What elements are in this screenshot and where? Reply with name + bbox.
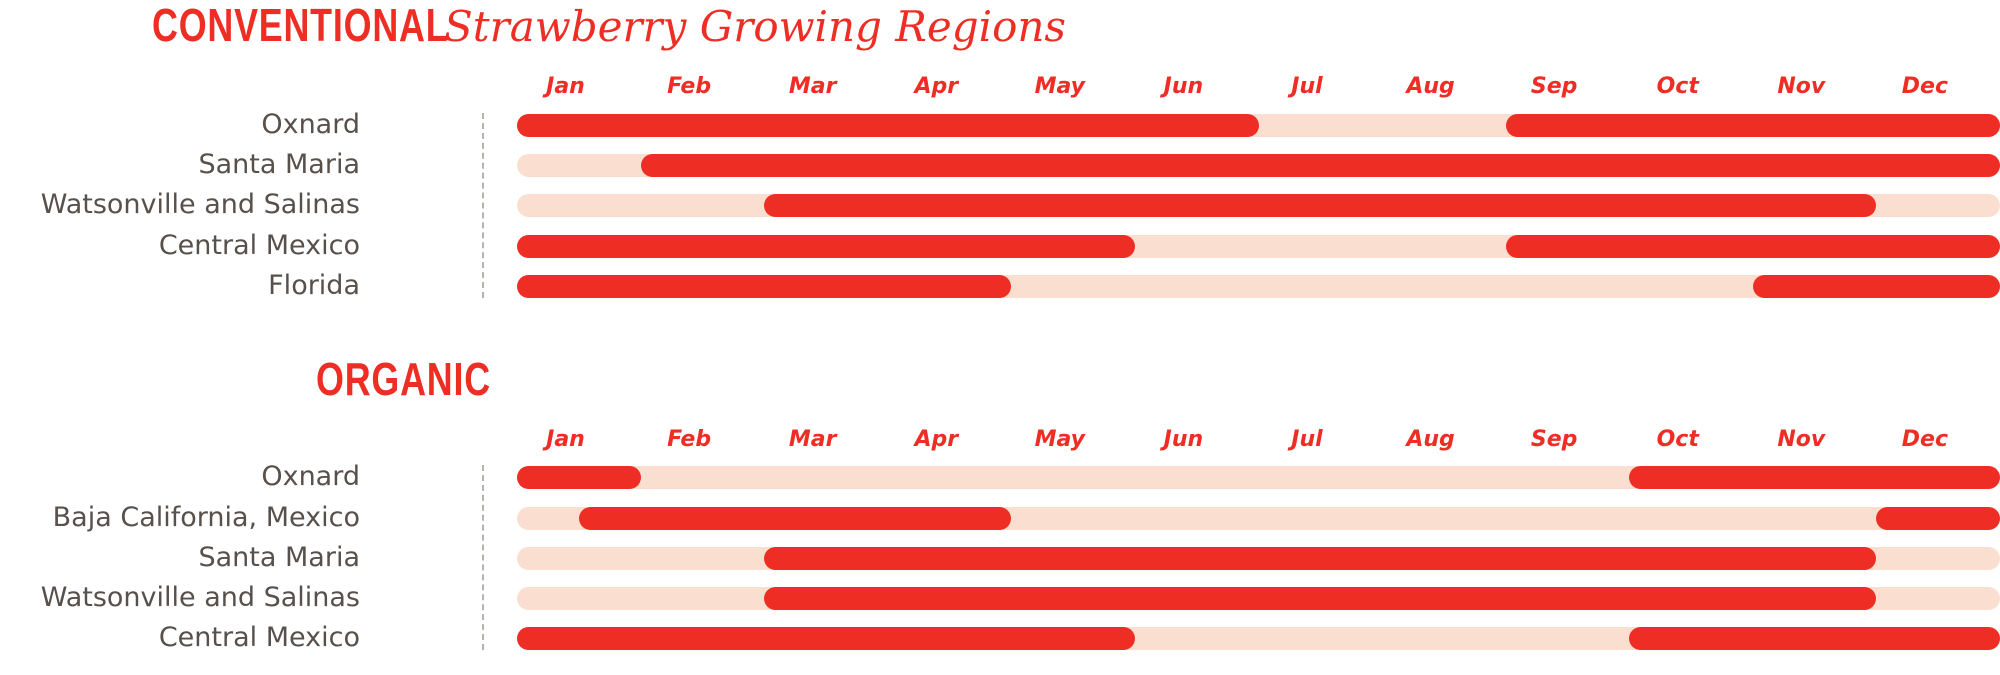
month-tick-label: Jan (546, 427, 585, 452)
month-tick-label: May (1034, 74, 1086, 99)
month-tick-label: Mar (788, 427, 837, 452)
season-bar (1629, 466, 2000, 489)
season-bar (1505, 114, 2000, 137)
season-bar (517, 275, 1012, 298)
season-bar (517, 114, 1259, 137)
month-tick-label: Apr (914, 74, 959, 99)
month-tick-label: Nov (1777, 74, 1826, 99)
month-tick-label: Jul (1291, 427, 1323, 452)
month-tick-label: Jul (1291, 74, 1323, 99)
season-bar (764, 587, 1877, 610)
region-label: Central Mexico (158, 622, 360, 653)
season-bar (578, 507, 1012, 530)
season-bar (517, 466, 641, 489)
season-bar (1505, 235, 2000, 258)
region-label: Santa Maria (198, 149, 361, 180)
month-tick-label: Mar (788, 74, 837, 99)
season-bar (517, 235, 1135, 258)
region-label: Santa Maria (198, 542, 361, 573)
season-bar (1752, 275, 2000, 298)
month-tick-label: Jun (1163, 74, 1204, 99)
month-tick-label: Dec (1901, 74, 1949, 99)
season-bar (1629, 627, 2000, 650)
month-tick-label: Sep (1530, 74, 1578, 99)
season-bar (517, 627, 1135, 650)
season-bar (764, 547, 1877, 570)
month-tick-label: May (1034, 427, 1086, 452)
season-bar (640, 154, 2000, 177)
region-label: Florida (268, 270, 360, 301)
month-tick-label: Nov (1777, 427, 1826, 452)
month-tick-label: Jun (1163, 427, 1204, 452)
month-tick-label: Dec (1901, 427, 1949, 452)
month-tick-label: Apr (914, 427, 959, 452)
region-label: Central Mexico (158, 230, 360, 261)
title-script: Strawberry Growing Regions (444, 2, 1066, 51)
month-tick-label: Sep (1530, 427, 1578, 452)
region-label: Watsonville and Salinas (40, 582, 360, 613)
month-tick-label: Aug (1406, 427, 1455, 452)
region-label: Watsonville and Salinas (40, 189, 360, 220)
month-tick-label: Oct (1656, 74, 1699, 99)
title-caps: CONVENTIONAL (152, 0, 449, 51)
region-label: Oxnard (261, 461, 360, 492)
month-tick-label: Aug (1406, 74, 1455, 99)
conventional-title: CONVENTIONALStrawberry Growing Regions (152, 0, 1066, 52)
title-caps: ORGANIC (316, 353, 491, 405)
region-label: Baja California, Mexico (52, 502, 360, 533)
region-label: Oxnard (261, 109, 360, 140)
month-tick-label: Feb (667, 427, 712, 452)
divider-line (482, 113, 484, 298)
season-bar (1876, 507, 2000, 530)
month-tick-label: Jan (546, 74, 585, 99)
organic-title: ORGANIC (316, 352, 540, 406)
month-tick-label: Feb (667, 74, 712, 99)
divider-line (482, 465, 484, 650)
month-tick-label: Oct (1656, 427, 1699, 452)
season-bar (764, 194, 1877, 217)
